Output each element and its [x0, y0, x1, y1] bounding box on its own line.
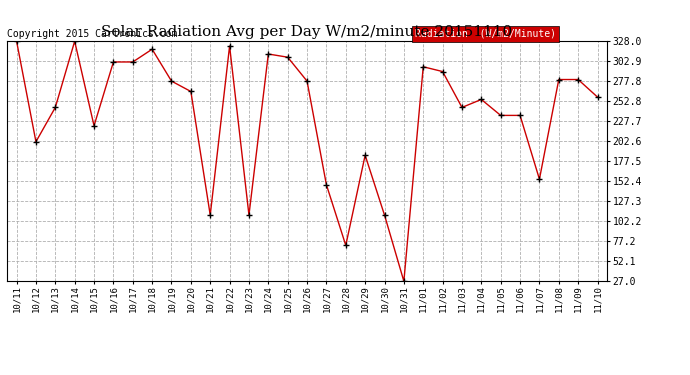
Text: Copyright 2015 Cartronics.com: Copyright 2015 Cartronics.com	[7, 29, 177, 39]
Title: Solar Radiation Avg per Day W/m2/minute 20151110: Solar Radiation Avg per Day W/m2/minute …	[101, 25, 513, 39]
Text: Radiation  (W/m2/Minute): Radiation (W/m2/Minute)	[415, 29, 556, 39]
